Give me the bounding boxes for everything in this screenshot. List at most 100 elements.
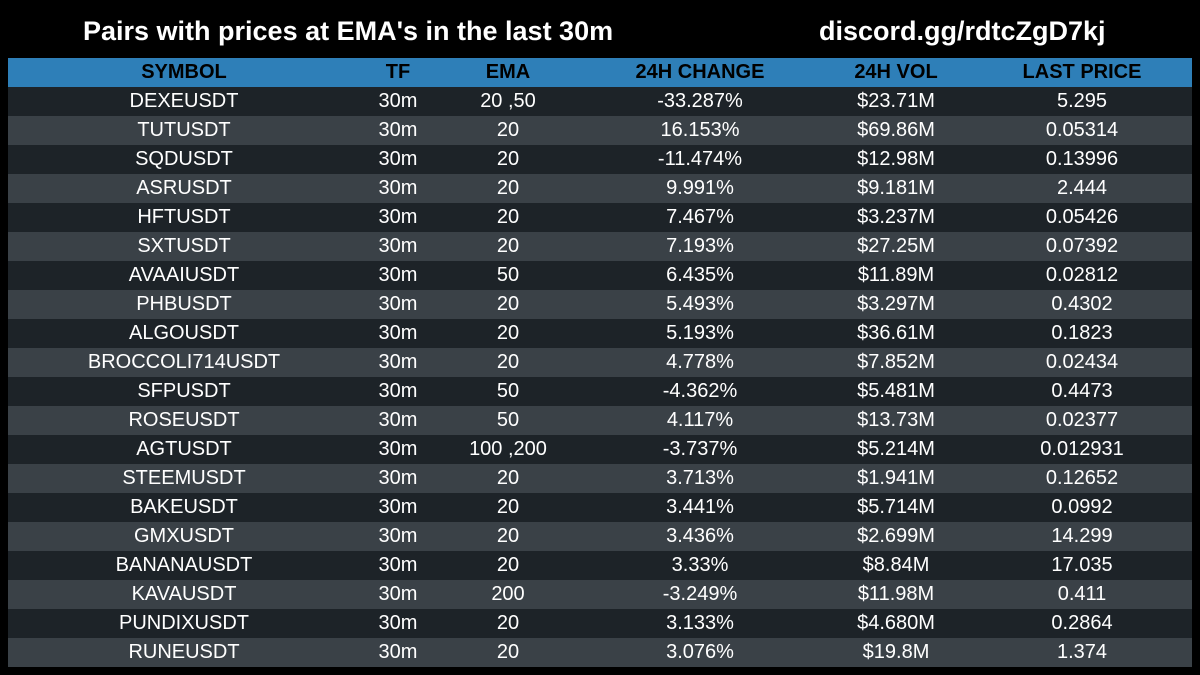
table-row[interactable]: ALGOUSDT 30m 20 5.193% $36.61M 0.1823 bbox=[8, 319, 1192, 348]
cell-tf: 30m bbox=[378, 641, 418, 663]
cell-last-price: 0.02377 bbox=[1045, 409, 1119, 431]
cell-24h-vol: $23.71M bbox=[857, 90, 935, 112]
cell-24h-vol: $7.852M bbox=[857, 351, 935, 373]
cell-symbol: BAKEUSDT bbox=[130, 496, 238, 518]
cell-symbol: SFPUSDT bbox=[137, 380, 231, 402]
cell-ema: 20 bbox=[496, 322, 520, 344]
cell-24h-vol: $3.297M bbox=[857, 293, 935, 315]
table-row[interactable]: ROSEUSDT 30m 50 4.117% $13.73M 0.02377 bbox=[8, 406, 1192, 435]
table-row[interactable]: STEEMUSDT 30m 20 3.713% $1.941M 0.12652 bbox=[8, 464, 1192, 493]
cell-24h-change: 5.193% bbox=[666, 322, 734, 344]
table-header-row: SYMBOL TF EMA 24H CHANGE 24H VOL LAST PR… bbox=[8, 58, 1192, 87]
cell-last-price: 2.444 bbox=[1056, 177, 1108, 199]
table-row[interactable]: KAVAUSDT 30m 200 -3.249% $11.98M 0.411 bbox=[8, 580, 1192, 609]
cell-tf: 30m bbox=[378, 438, 418, 460]
cell-24h-change: 3.441% bbox=[666, 496, 734, 518]
cell-24h-change: 3.713% bbox=[666, 467, 734, 489]
table-row[interactable]: BROCCOLI714USDT 30m 20 4.778% $7.852M 0.02434 bbox=[8, 348, 1192, 377]
cell-ema: 20 bbox=[496, 525, 520, 547]
column-header-24h-vol[interactable]: 24H VOL bbox=[854, 61, 938, 83]
table-row[interactable]: AVAAIUSDT 30m 50 6.435% $11.89M 0.02812 bbox=[8, 261, 1192, 290]
table-row[interactable]: SXTUSDT 30m 20 7.193% $27.25M 0.07392 bbox=[8, 232, 1192, 261]
cell-24h-vol: $3.237M bbox=[857, 206, 935, 228]
cell-tf: 30m bbox=[378, 148, 418, 170]
cell-symbol: SXTUSDT bbox=[137, 235, 231, 257]
cell-symbol: BANANAUSDT bbox=[115, 554, 253, 576]
cell-24h-vol: $27.25M bbox=[857, 235, 935, 257]
table-row[interactable]: PUNDIXUSDT 30m 20 3.133% $4.680M 0.2864 bbox=[8, 609, 1192, 638]
cell-symbol: AGTUSDT bbox=[136, 438, 232, 460]
cell-24h-vol: $12.98M bbox=[857, 148, 935, 170]
cell-tf: 30m bbox=[378, 554, 418, 576]
cell-24h-vol: $13.73M bbox=[857, 409, 935, 431]
table-row[interactable]: PHBUSDT 30m 20 5.493% $3.297M 0.4302 bbox=[8, 290, 1192, 319]
cell-tf: 30m bbox=[378, 583, 418, 605]
cell-ema: 20 bbox=[496, 177, 520, 199]
column-header-symbol[interactable]: SYMBOL bbox=[141, 61, 227, 83]
table-row[interactable]: DEXEUSDT 30m 20 ,50 -33.287% $23.71M 5.295 bbox=[8, 87, 1192, 116]
cell-tf: 30m bbox=[378, 380, 418, 402]
cell-tf: 30m bbox=[378, 293, 418, 315]
cell-tf: 30m bbox=[378, 322, 418, 344]
page-header: Pairs with prices at EMA's in the last 3… bbox=[0, 0, 1200, 58]
column-header-tf[interactable]: TF bbox=[385, 61, 411, 83]
column-header-last-price[interactable]: LAST PRICE bbox=[1022, 61, 1142, 83]
table-row[interactable]: ASRUSDT 30m 20 9.991% $9.181M 2.444 bbox=[8, 174, 1192, 203]
table-row[interactable]: BAKEUSDT 30m 20 3.441% $5.714M 0.0992 bbox=[8, 493, 1192, 522]
table-row[interactable]: RUNEUSDT 30m 20 3.076% $19.8M 1.374 bbox=[8, 638, 1192, 667]
cell-24h-vol: $4.680M bbox=[857, 612, 935, 634]
cell-last-price: 14.299 bbox=[1051, 525, 1113, 547]
cell-symbol: RUNEUSDT bbox=[128, 641, 240, 663]
discord-link[interactable]: discord.gg/rdtcZgD7kj bbox=[819, 16, 1106, 46]
cell-24h-vol: $5.714M bbox=[857, 496, 935, 518]
cell-symbol: KAVAUSDT bbox=[131, 583, 237, 605]
cell-last-price: 0.13996 bbox=[1045, 148, 1119, 170]
cell-24h-vol: $11.89M bbox=[857, 264, 935, 286]
cell-24h-vol: $9.181M bbox=[857, 177, 935, 199]
cell-symbol: AVAAIUSDT bbox=[128, 264, 240, 286]
cell-24h-change: 9.991% bbox=[666, 177, 734, 199]
table-row[interactable]: BANANAUSDT 30m 20 3.33% $8.84M 17.035 bbox=[8, 551, 1192, 580]
cell-24h-vol: $5.481M bbox=[857, 380, 935, 402]
cell-24h-vol: $11.98M bbox=[857, 583, 935, 605]
cell-24h-change: 3.436% bbox=[666, 525, 734, 547]
table-row[interactable]: GMXUSDT 30m 20 3.436% $2.699M 14.299 bbox=[8, 522, 1192, 551]
table-row[interactable]: HFTUSDT 30m 20 7.467% $3.237M 0.05426 bbox=[8, 203, 1192, 232]
cell-24h-change: -33.287% bbox=[657, 90, 743, 112]
cell-tf: 30m bbox=[378, 235, 418, 257]
cell-24h-change: 3.33% bbox=[671, 554, 729, 576]
column-header-ema[interactable]: EMA bbox=[485, 61, 531, 83]
table-row[interactable]: SQDUSDT 30m 20 -11.474% $12.98M 0.13996 bbox=[8, 145, 1192, 174]
cell-ema: 100 ,200 bbox=[469, 438, 547, 460]
cell-symbol: ASRUSDT bbox=[136, 177, 232, 199]
cell-symbol: TUTUSDT bbox=[137, 119, 231, 141]
cell-last-price: 0.0992 bbox=[1051, 496, 1113, 518]
cell-last-price: 0.12652 bbox=[1045, 467, 1119, 489]
table-row[interactable]: AGTUSDT 30m 100 ,200 -3.737% $5.214M 0.012931 bbox=[8, 435, 1192, 464]
cell-ema: 20 bbox=[496, 351, 520, 373]
cell-last-price: 0.4473 bbox=[1051, 380, 1113, 402]
cell-24h-change: 6.435% bbox=[666, 264, 734, 286]
cell-tf: 30m bbox=[378, 467, 418, 489]
cell-symbol: GMXUSDT bbox=[134, 525, 234, 547]
cell-tf: 30m bbox=[378, 119, 418, 141]
cell-24h-vol: $19.8M bbox=[862, 641, 930, 663]
cell-symbol: STEEMUSDT bbox=[122, 467, 246, 489]
table-row[interactable]: TUTUSDT 30m 20 16.153% $69.86M 0.05314 bbox=[8, 116, 1192, 145]
cell-symbol: HFTUSDT bbox=[137, 206, 231, 228]
cell-ema: 50 bbox=[496, 264, 520, 286]
table-row[interactable]: SFPUSDT 30m 50 -4.362% $5.481M 0.4473 bbox=[8, 377, 1192, 406]
column-header-24h-change[interactable]: 24H CHANGE bbox=[635, 61, 765, 83]
cell-ema: 50 bbox=[496, 380, 520, 402]
cell-24h-change: -11.474% bbox=[657, 148, 743, 170]
cell-24h-change: 16.153% bbox=[660, 119, 740, 141]
cell-tf: 30m bbox=[378, 206, 418, 228]
cell-24h-change: 7.467% bbox=[666, 206, 734, 228]
cell-last-price: 0.02812 bbox=[1045, 264, 1119, 286]
cell-symbol: DEXEUSDT bbox=[129, 90, 239, 112]
cell-last-price: 0.05314 bbox=[1045, 119, 1119, 141]
page-title: Pairs with prices at EMA's in the last 3… bbox=[83, 16, 614, 46]
cell-24h-vol: $1.941M bbox=[857, 467, 935, 489]
pairs-table: SYMBOL TF EMA 24H CHANGE 24H VOL LAST PR… bbox=[8, 58, 1192, 667]
cell-symbol: PHBUSDT bbox=[136, 293, 232, 315]
